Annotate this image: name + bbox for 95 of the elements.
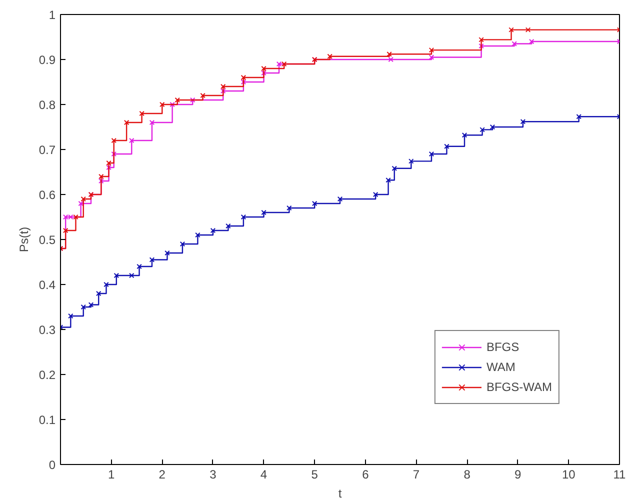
point <box>240 214 246 220</box>
point <box>174 97 180 103</box>
point <box>129 138 134 144</box>
y-tick-label: 1 <box>48 8 56 22</box>
x-tick-label: 6 <box>362 468 370 482</box>
x-tick-label: 2 <box>158 468 166 482</box>
point <box>276 61 282 67</box>
y-tick-label: 0.8 <box>38 98 56 112</box>
point <box>200 92 206 98</box>
point <box>286 205 292 211</box>
point <box>164 250 170 256</box>
point <box>512 41 517 46</box>
point <box>386 51 392 57</box>
point <box>220 88 226 94</box>
point <box>88 302 94 308</box>
y-tick-label: 0 <box>48 458 56 472</box>
x-tick-label: 7 <box>412 468 420 482</box>
point <box>80 196 86 202</box>
point <box>525 27 531 32</box>
point <box>327 54 332 59</box>
point <box>124 120 130 126</box>
point <box>104 282 109 288</box>
x-tick-label: 3 <box>210 468 217 482</box>
point <box>462 132 468 138</box>
x-tick-label: 4 <box>260 468 268 482</box>
y-tick-label: 0.5 <box>38 233 56 247</box>
y-axis-title: Ps(t) <box>16 226 31 252</box>
y-tick-label: 0.6 <box>38 188 56 202</box>
x-tick-label: 11 <box>613 468 626 482</box>
x-tick-label: 10 <box>562 468 576 482</box>
point <box>106 160 112 166</box>
point <box>220 84 226 90</box>
point <box>478 43 484 49</box>
point <box>106 164 112 170</box>
point <box>428 151 434 157</box>
point <box>408 158 414 164</box>
x-tick-label: 8 <box>464 468 471 482</box>
x-axis-title: t <box>338 486 342 500</box>
point <box>96 290 102 296</box>
point <box>98 174 104 180</box>
point <box>337 196 343 202</box>
point <box>114 272 120 278</box>
point <box>68 313 74 319</box>
point <box>136 264 142 270</box>
point <box>392 166 397 172</box>
point <box>240 79 246 85</box>
point <box>180 241 186 247</box>
point <box>528 38 534 44</box>
point <box>170 102 175 108</box>
point <box>240 74 246 80</box>
point <box>386 177 391 183</box>
point <box>428 47 434 53</box>
point <box>281 61 287 67</box>
point <box>129 272 134 278</box>
y-tick-label: 0.1 <box>38 413 56 427</box>
legend-label: WAM <box>486 360 516 374</box>
point <box>149 120 155 126</box>
legend-label: BFGS-WAM <box>486 380 552 394</box>
point <box>261 66 266 72</box>
point <box>62 228 68 234</box>
point <box>139 110 144 116</box>
point <box>195 232 200 238</box>
point <box>478 37 484 42</box>
y-tick-label: 0.7 <box>38 143 56 157</box>
y-tick-label: 0.3 <box>38 323 56 337</box>
x-tick-label: 1 <box>108 468 115 482</box>
point <box>261 210 266 216</box>
point <box>78 200 84 206</box>
point <box>490 124 496 130</box>
point <box>226 223 231 229</box>
point <box>210 228 216 234</box>
point <box>480 127 485 132</box>
y-tick-label: 0.9 <box>38 53 56 67</box>
point <box>80 304 86 310</box>
point <box>160 102 165 108</box>
point <box>444 144 450 149</box>
point <box>388 56 394 62</box>
point <box>312 200 318 206</box>
point <box>520 118 526 124</box>
point <box>98 178 104 184</box>
point <box>576 114 582 120</box>
x-tick-label: 9 <box>514 468 522 482</box>
point <box>111 151 116 157</box>
legend-label: BFGS <box>486 340 520 354</box>
point <box>508 27 514 32</box>
point <box>372 192 378 198</box>
point <box>261 70 266 76</box>
y-tick-label: 0.2 <box>38 368 56 382</box>
point <box>428 54 434 60</box>
x-tick-label: 5 <box>311 468 318 482</box>
point <box>73 214 78 220</box>
y-tick-label: 0.4 <box>38 278 56 292</box>
point <box>149 257 155 262</box>
point <box>111 138 116 144</box>
point <box>190 97 196 103</box>
